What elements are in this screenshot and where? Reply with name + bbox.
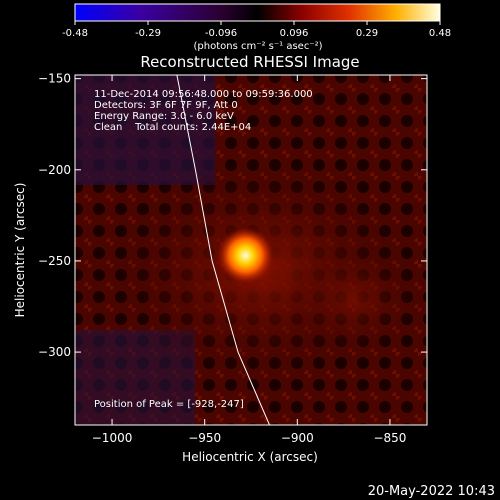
y-tick-label: −250 bbox=[38, 254, 71, 268]
heatmap-image bbox=[75, 75, 427, 425]
colorbar-tick-label: 0.29 bbox=[356, 28, 378, 39]
colorbar-tick-label: 0.096 bbox=[280, 28, 309, 39]
x-tick-label: −850 bbox=[373, 431, 406, 445]
colorbar-tick-label: -0.096 bbox=[205, 28, 237, 39]
annotation-detectors: Detectors: 3F 6F 7F 9F, Att 0 bbox=[94, 100, 238, 111]
y-axis-ticks: −150 −200 −250 −300 bbox=[38, 72, 427, 359]
peak-label: Position of Peak = [-928,-247] bbox=[94, 399, 244, 410]
solar-limb-line bbox=[176, 75, 270, 425]
x-axis-ticks: −1000 −950 −900 −850 bbox=[92, 75, 406, 445]
y-tick-label: −150 bbox=[38, 72, 71, 86]
colorbar-tick-label: 0.48 bbox=[429, 28, 451, 39]
colorbar-tick-label: -0.48 bbox=[62, 28, 88, 39]
x-tick-label: −950 bbox=[188, 431, 221, 445]
colorbar-tick-label: -0.29 bbox=[135, 28, 161, 39]
source-peak bbox=[217, 227, 274, 284]
annotation-energy: Energy Range: 3.0 - 6.0 keV bbox=[94, 111, 234, 122]
colorbar-ticks: -0.48 -0.29 -0.096 0.096 0.29 0.48 bbox=[62, 21, 451, 39]
y-tick-label: −300 bbox=[38, 345, 71, 359]
y-axis-label: Heliocentric Y (arcsec) bbox=[13, 183, 27, 318]
y-tick-label: −200 bbox=[38, 163, 71, 177]
timestamp: 20-May-2022 10:43 bbox=[368, 484, 495, 499]
x-tick-label: −1000 bbox=[92, 431, 133, 445]
x-axis-label: Heliocentric X (arcsec) bbox=[182, 450, 318, 464]
annotation-counts: Clean Total counts: 2.44E+04 bbox=[94, 122, 251, 133]
annotation-time: 11-Dec-2014 09:56:48.000 to 09:59:36.000 bbox=[94, 89, 313, 100]
plot-frame bbox=[74, 74, 428, 426]
colorbar-units: (photons cm⁻² s⁻¹ asec⁻²) bbox=[193, 41, 322, 52]
colorbar-frame bbox=[74, 3, 441, 22]
colorbar bbox=[75, 4, 440, 21]
x-tick-label: −900 bbox=[281, 431, 314, 445]
chart-title: Reconstructed RHESSI Image bbox=[140, 53, 359, 71]
